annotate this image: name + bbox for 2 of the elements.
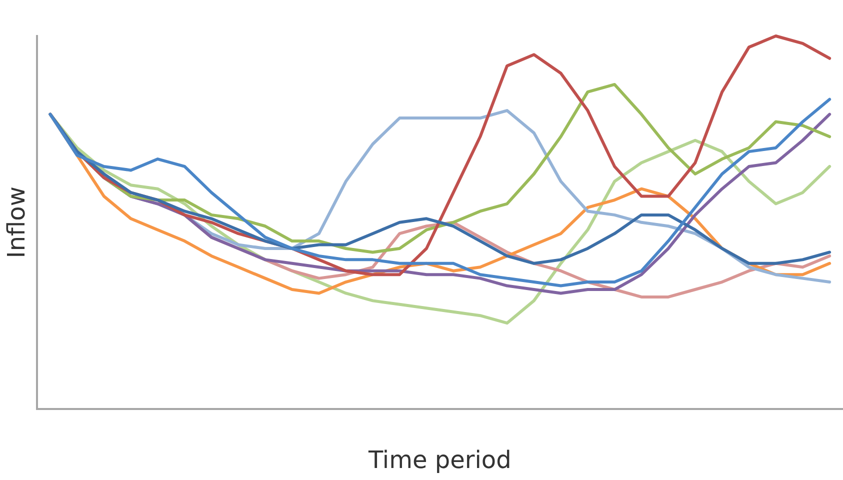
- y-axis-title: Inflow: [2, 186, 31, 258]
- x-axis-title: Time period: [367, 446, 512, 474]
